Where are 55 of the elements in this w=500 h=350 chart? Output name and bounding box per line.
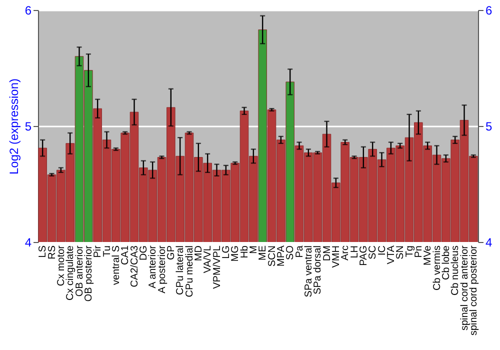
x-tick-label: spinal cord anterior (459, 244, 470, 331)
x-tick-label: SPa ventral (303, 246, 314, 298)
x-tick-label: A posterior (156, 244, 168, 294)
x-tick-label: MD (193, 246, 204, 262)
x-tick-label: LG (220, 245, 232, 259)
x-tick-label: Cb lobe (440, 245, 452, 280)
x-tick-label: DG (138, 245, 150, 260)
x-tick-label: VA/VL (202, 245, 214, 274)
x-tick-label: Cx cingulate (65, 245, 76, 301)
x-tick-label: PAG (358, 245, 370, 266)
x-tick-label: VMH (330, 246, 342, 268)
x-tick-label: SPa dorsal (312, 246, 324, 294)
x-tick-label: CA2/CA3 (129, 245, 140, 288)
x-tick-label: GP (166, 245, 177, 260)
y-axis-title: Log2 (expression) (6, 78, 21, 175)
y2-tick-label: 6 (486, 4, 492, 18)
x-tick-label: OB posterior (83, 244, 94, 302)
x-tick-label: Pa (294, 245, 306, 258)
x-tick-label: VTA (386, 245, 397, 264)
y-tick-label: 5 (24, 120, 32, 134)
x-tick-label: LH (349, 246, 360, 258)
x-tick-label: Tu (102, 246, 113, 257)
x-tick-label: RS (46, 245, 58, 260)
x-tick-label: MPA (276, 245, 287, 266)
x-tick-label: IC (376, 246, 388, 256)
x-tick-label: Pir (92, 244, 104, 258)
y2-tick-label: 4 (486, 236, 492, 250)
x-tick-label: CPu lateral (175, 246, 186, 295)
y-tick-label: 4 (24, 236, 32, 250)
x-tick-label: A anterior (148, 244, 159, 288)
x-tick-label: Pn (413, 246, 424, 258)
x-tick-label: DM (322, 246, 333, 262)
x-tick-label: ventral S (110, 245, 122, 285)
x-tick-label: OB anterior (74, 244, 86, 297)
x-tick-label: ME (258, 245, 269, 260)
x-tick-label: LS (38, 245, 49, 258)
x-tick-label: Cb nucleus (450, 246, 462, 296)
x-tick-label: SC (368, 246, 379, 260)
x-tick-label: MG (230, 245, 242, 262)
x-tick-label: M (248, 246, 260, 254)
x-tick-label: spinal cord posterior (468, 244, 480, 336)
x-tick-label: VPM/VPL (212, 245, 223, 289)
x-tick-label: Hb (239, 245, 250, 258)
x-tick-label: CPu medial (184, 246, 196, 298)
x-tick-label: MVe (422, 245, 434, 266)
x-tick-label: Cb vermis (432, 246, 443, 291)
y2-tick-label: 5 (486, 120, 492, 134)
x-tick-label: Arc (340, 246, 352, 260)
x-tick-label: Cx motor (56, 244, 67, 286)
x-tick-label: SO (285, 245, 296, 260)
x-tick-label: SN (395, 246, 406, 260)
x-tick-label: CA1 (120, 245, 132, 265)
x-tick-label: Tg (404, 246, 416, 258)
y-tick-label: 6 (24, 4, 32, 18)
x-tick-label: SCN (266, 246, 278, 267)
